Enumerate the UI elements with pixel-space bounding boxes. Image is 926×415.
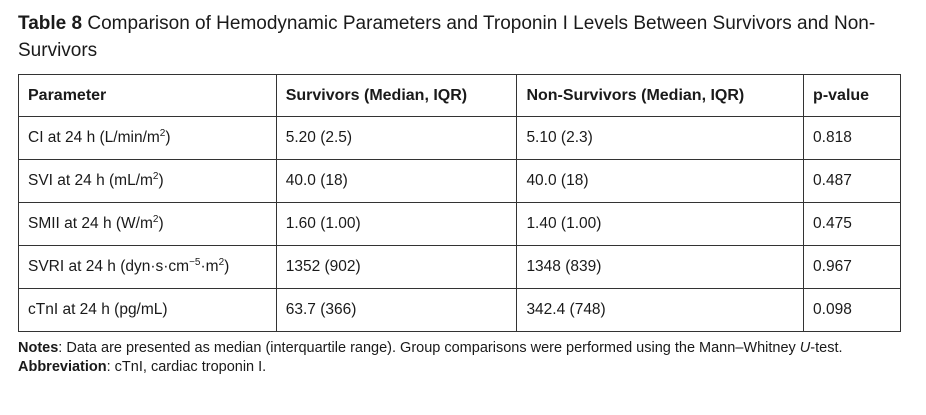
- header-parameter: Parameter: [18, 74, 277, 117]
- table-row: CI at 24 h (L/min/m2) 5.20 (2.5) 5.10 (2…: [18, 116, 901, 160]
- cell-survivors: 1.60 (1.00): [275, 202, 518, 246]
- cell-parameter: SVI at 24 h (mL/m2): [18, 159, 277, 203]
- cell-parameter: CI at 24 h (L/min/m2): [18, 116, 277, 160]
- data-table: Parameter Survivors (Median, IQR) Non-Su…: [18, 74, 901, 332]
- table-notes: Notes: Data are presented as median (int…: [18, 339, 908, 377]
- cell-p-value: 0.098: [803, 288, 901, 332]
- cell-parameter: cTnI at 24 h (pg/mL): [18, 288, 277, 332]
- header-p-value: p-value: [803, 74, 901, 117]
- caption-label: Table 8: [18, 13, 83, 34]
- cell-survivors: 40.0 (18): [275, 159, 518, 203]
- notes-line: Notes: Data are presented as median (int…: [18, 340, 843, 356]
- cell-non-survivors: 1.40 (1.00): [516, 202, 805, 246]
- cell-non-survivors: 5.10 (2.3): [516, 116, 805, 160]
- notes-label: Notes: [18, 340, 59, 356]
- cell-survivors: 63.7 (366): [275, 288, 518, 332]
- table-caption: Table 8 Comparison of Hemodynamic Parame…: [18, 10, 908, 64]
- cell-p-value: 0.818: [803, 116, 901, 160]
- header-non-survivors: Non-Survivors (Median, IQR): [516, 74, 805, 117]
- table-row: SVI at 24 h (mL/m2) 40.0 (18) 40.0 (18) …: [18, 159, 901, 203]
- abbreviation-label: Abbreviation: [18, 359, 107, 375]
- table-row: cTnI at 24 h (pg/mL) 63.7 (366) 342.4 (7…: [18, 288, 901, 332]
- cell-parameter: SMII at 24 h (W/m2): [18, 202, 277, 246]
- cell-parameter: SVRI at 24 h (dyn·s·cm−5·m2): [18, 245, 277, 289]
- cell-survivors: 1352 (902): [275, 245, 518, 289]
- cell-non-survivors: 342.4 (748): [516, 288, 805, 332]
- caption-text: Comparison of Hemodynamic Parameters and…: [18, 13, 876, 61]
- table-row: SMII at 24 h (W/m2) 1.60 (1.00) 1.40 (1.…: [18, 202, 901, 246]
- cell-p-value: 0.487: [803, 159, 901, 203]
- cell-survivors: 5.20 (2.5): [275, 116, 518, 160]
- cell-p-value: 0.967: [803, 245, 901, 289]
- abbreviation-line: Abbreviation: cTnI, cardiac troponin I.: [18, 359, 267, 375]
- header-survivors: Survivors (Median, IQR): [275, 74, 518, 117]
- cell-non-survivors: 1348 (839): [516, 245, 805, 289]
- header-row: Parameter Survivors (Median, IQR) Non-Su…: [18, 74, 901, 117]
- table-row: SVRI at 24 h (dyn·s·cm−5·m2) 1352 (902) …: [18, 245, 901, 289]
- cell-non-survivors: 40.0 (18): [516, 159, 805, 203]
- cell-p-value: 0.475: [803, 202, 901, 246]
